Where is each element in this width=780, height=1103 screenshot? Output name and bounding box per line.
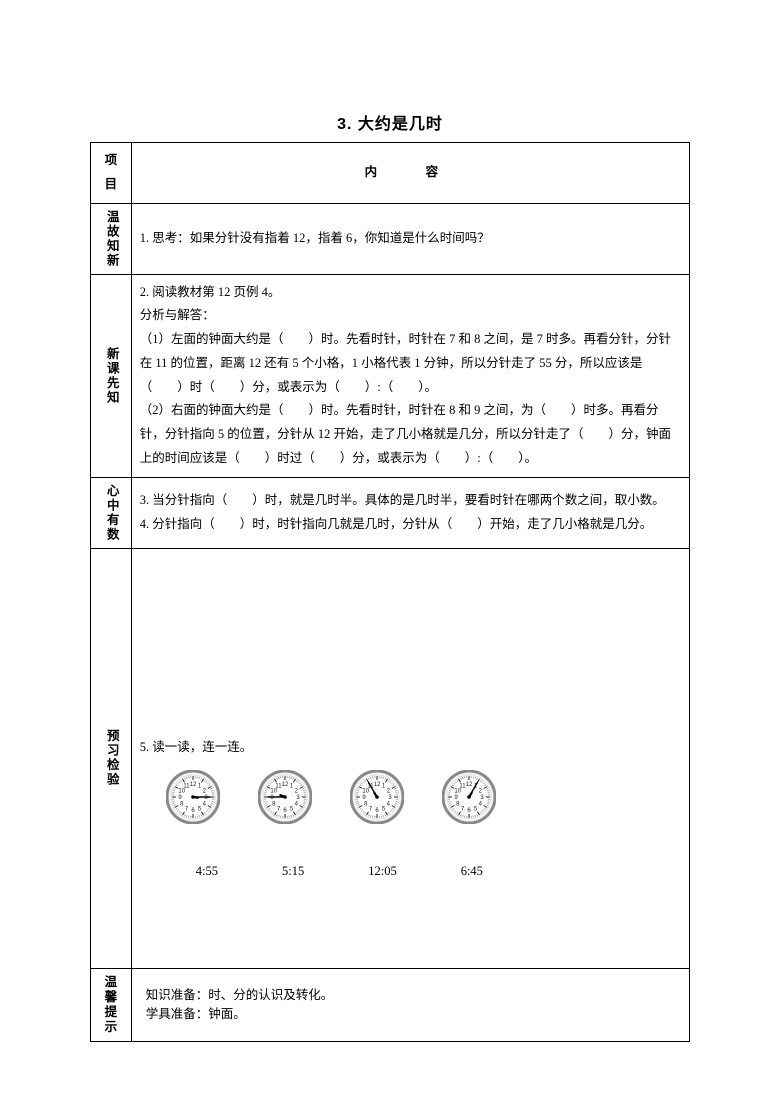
clock-icon: 123456789101112: [442, 770, 496, 824]
clock-item: 123456789101112: [166, 770, 220, 833]
svg-text:12: 12: [189, 782, 196, 788]
time-label: 12:05: [368, 860, 396, 884]
row3-content: 3. 当分针指向（ ）时，就是几时半。具体的是几时半，要看时针在哪两个数之间，取…: [131, 477, 689, 548]
svg-text:12: 12: [373, 782, 380, 788]
q2-line1: 2. 阅读教材第 12 页例 4。: [140, 281, 681, 305]
q5-prompt: 5. 读一读，连一连。: [140, 736, 681, 760]
prep-knowledge: 知识准备：时、分的认识及转化。: [146, 986, 675, 1005]
row1-label: 温故知新: [91, 203, 132, 274]
clock-row: 123456789101112 123456789101112 1234567891…: [166, 770, 681, 833]
clock-icon: 123456789101112: [258, 770, 312, 824]
row4-label: 预习检验: [91, 548, 132, 968]
q3-text: 3. 当分针指向（ ）时，就是几时半。具体的是几时半，要看时针在哪两个数之间，取…: [140, 489, 681, 513]
row3-label: 心中有数: [91, 477, 132, 548]
page-title: 3. 大约是几时: [90, 110, 690, 134]
row5-content: 知识准备：时、分的认识及转化。 学具准备：钟面。: [131, 968, 689, 1041]
row1-content: 1. 思考：如果分针没有指着 12，指着 6，你知道是什么时间吗？: [131, 203, 689, 274]
clock-item: 123456789101112: [350, 770, 404, 833]
row5-label: 温馨提示: [91, 968, 132, 1041]
svg-text:12: 12: [465, 782, 472, 788]
header-col2: 内 容: [131, 143, 689, 204]
q2-line2: 分析与解答：: [140, 304, 681, 328]
row2-content: 2. 阅读教材第 12 页例 4。 分析与解答： （1）左面的钟面大约是（ ）时…: [131, 274, 689, 477]
time-label: 4:55: [196, 860, 218, 884]
svg-text:12: 12: [281, 782, 288, 788]
row2-label: 新课先知: [91, 274, 132, 477]
clock-item: 123456789101112: [442, 770, 496, 833]
time-label: 5:15: [282, 860, 304, 884]
clock-item: 123456789101112: [258, 770, 312, 833]
row4-content: 5. 读一读，连一连。 1234567891011121234567891011…: [131, 548, 689, 968]
clock-icon: 123456789101112: [166, 770, 220, 824]
q2-line3: （1）左面的钟面大约是（ ）时。先看时针，时针在 7 和 8 之间，是 7 时多…: [140, 328, 681, 399]
prep-tool: 学具准备：钟面。: [146, 1005, 675, 1024]
clock-icon: 123456789101112: [350, 770, 404, 824]
q2-line4: （2）右面的钟面大约是（ ）时。先看时针，时针在 8 和 9 之间，为（ ）时多…: [140, 399, 681, 470]
worksheet-table: 项目 内 容 温故知新 1. 思考：如果分针没有指着 12，指着 6，你知道是什…: [90, 142, 690, 1042]
time-row: 4:55 5:15 12:05 6:45: [196, 860, 681, 884]
time-label: 6:45: [461, 860, 483, 884]
header-col1: 项目: [91, 143, 132, 204]
q4-text: 4. 分针指向（ ）时，时针指向几就是几时，分针从（ ）开始，走了几小格就是几分…: [140, 513, 681, 537]
